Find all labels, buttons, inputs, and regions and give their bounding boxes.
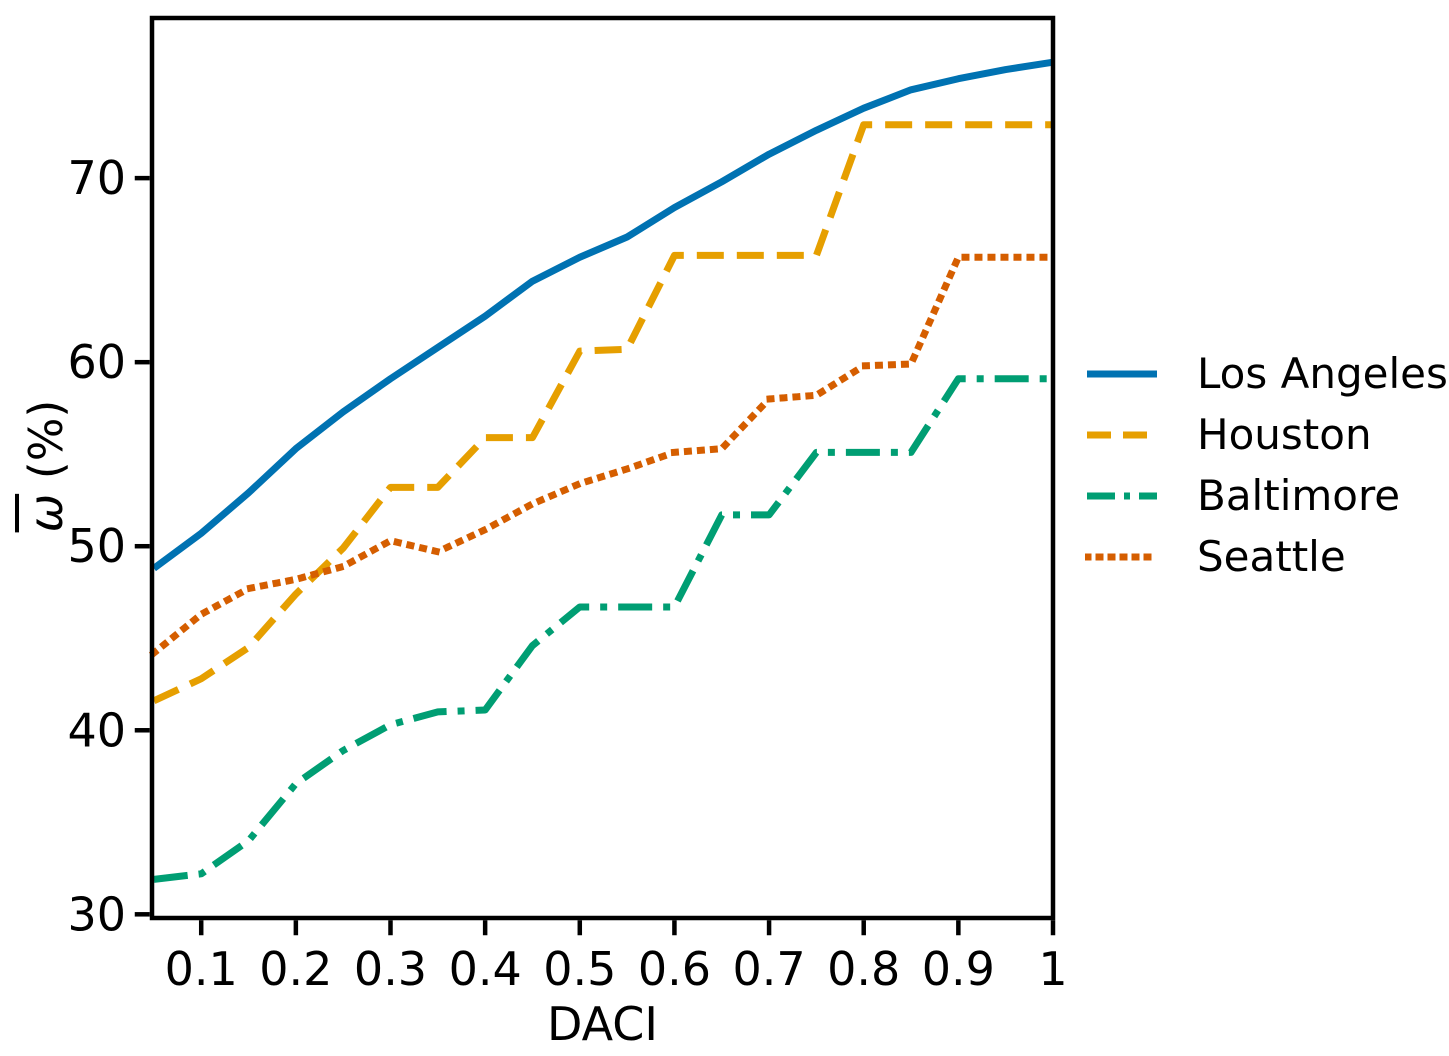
series-line-los-angeles (151, 58, 1054, 572)
legend-line-swatch-icon (1087, 492, 1157, 500)
legend: Los Angeles Houston Baltimore Seattle (1085, 353, 1448, 597)
x-axis-label: DACI (547, 997, 658, 1051)
legend-item: Los Angeles (1085, 353, 1448, 395)
y-tick-label: 30 (67, 887, 126, 941)
y-axis-label-units: (%) (19, 399, 73, 494)
series-line-seattle (148, 253, 1057, 658)
legend-line-swatch-icon (1087, 431, 1157, 439)
x-tick-label: 0.8 (827, 942, 900, 996)
x-tick-label: 0.7 (732, 942, 805, 996)
plot-border (149, 15, 1056, 921)
y-tick-label: 50 (67, 519, 126, 573)
x-tick-label: 0.6 (638, 942, 711, 996)
y-axis-label: ω (%) (19, 400, 73, 533)
legend-label: Baltimore (1197, 471, 1401, 520)
y-axis-omega-symbol: ω (19, 493, 73, 533)
legend-label: Los Angeles (1197, 349, 1448, 398)
legend-item: Baltimore (1085, 475, 1448, 517)
y-tick-label: 40 (67, 703, 126, 757)
y-tick-label: 60 (67, 335, 126, 389)
legend-line-swatch-icon (1085, 553, 1159, 561)
x-tick-label: 0.1 (165, 942, 238, 996)
legend-label: Houston (1197, 410, 1372, 459)
x-tick-label: 0.2 (259, 942, 332, 996)
legend-label: Seattle (1197, 532, 1346, 581)
legend-line-swatch-icon (1087, 370, 1157, 378)
legend-item: Houston (1085, 414, 1448, 456)
x-tick-label: 0.5 (543, 942, 616, 996)
series-line-houston (152, 121, 1053, 704)
x-tick-label: 0.3 (354, 942, 427, 996)
y-tick-label: 70 (67, 151, 126, 205)
x-tick-label: 0.9 (922, 942, 995, 996)
x-tick-label: 0.4 (449, 942, 522, 996)
series-line-baltimore (153, 375, 1053, 883)
legend-item: Seattle (1085, 536, 1448, 578)
x-tick-label: 1 (1038, 942, 1067, 996)
